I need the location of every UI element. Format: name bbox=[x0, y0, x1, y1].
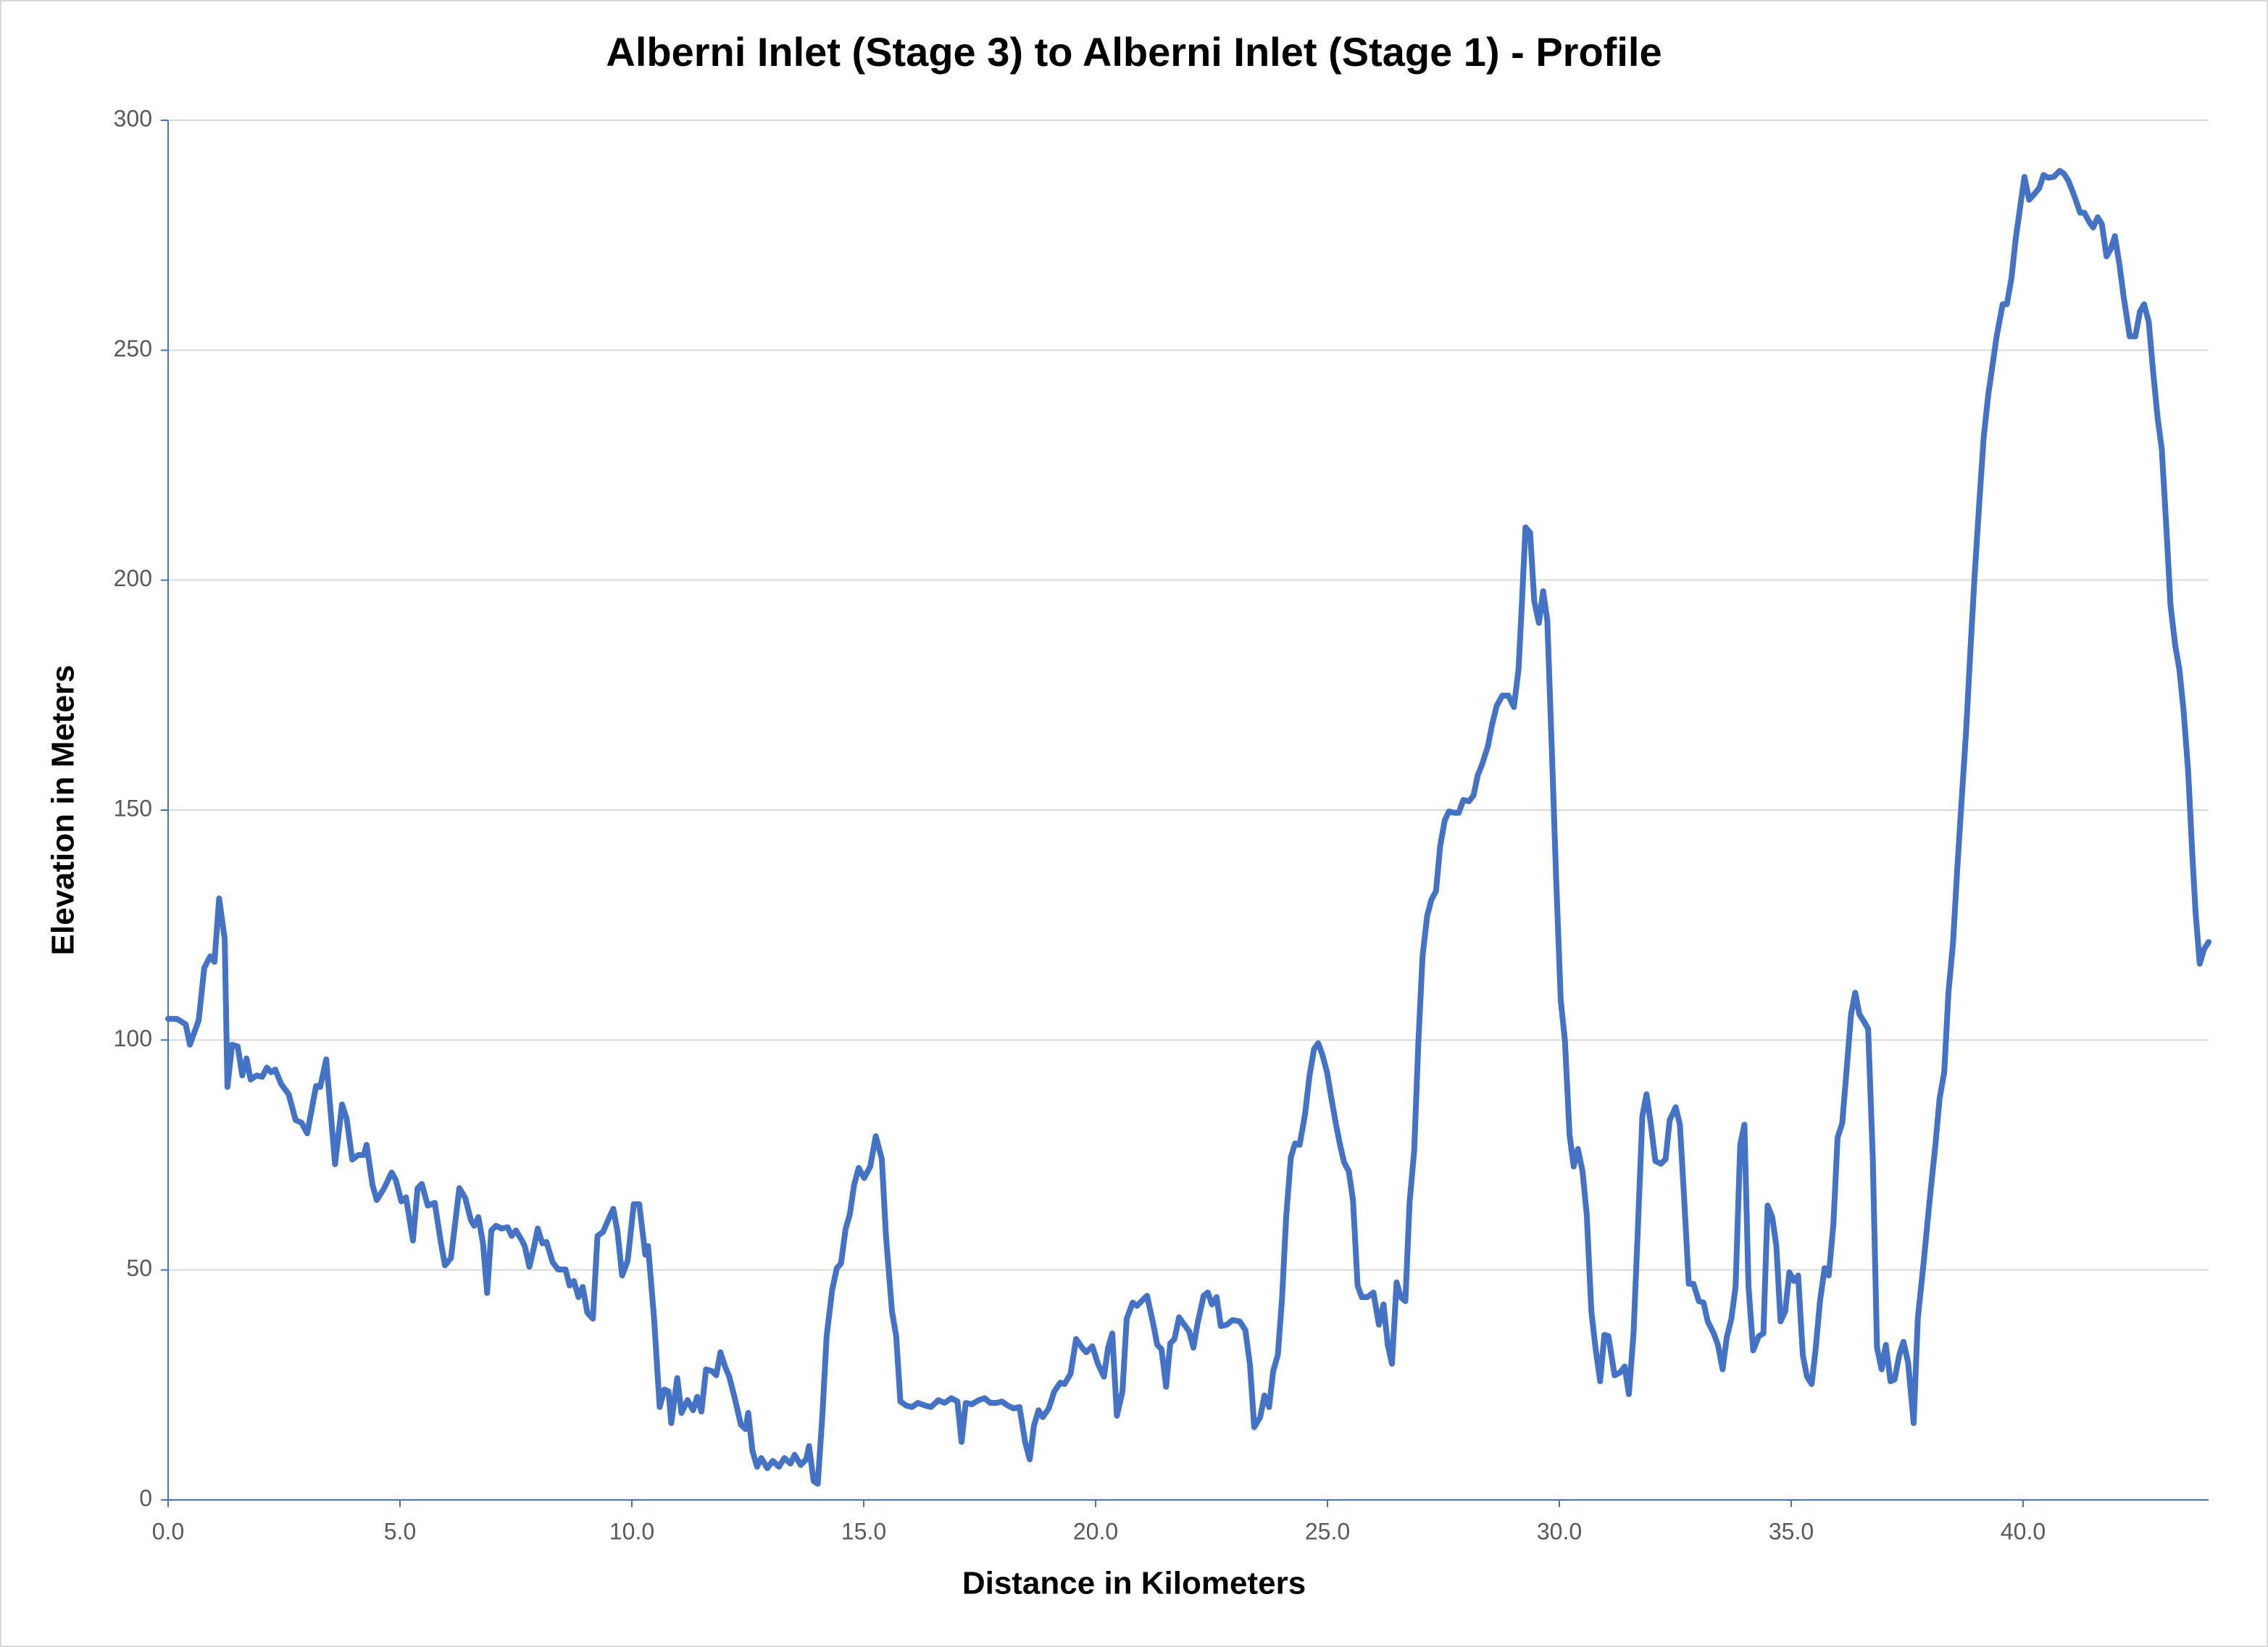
chart-title: Alberni Inlet (Stage 3) to Alberni Inlet… bbox=[606, 29, 1662, 75]
x-axis-title: Distance in Kilometers bbox=[962, 1566, 1306, 1601]
x-tick-label: 5.0 bbox=[384, 1518, 416, 1544]
y-axis-title: Elevation in Meters bbox=[46, 664, 81, 955]
elevation-line bbox=[165, 167, 2211, 1487]
x-tick-label: 40.0 bbox=[2001, 1518, 2046, 1544]
x-tick-label: 25.0 bbox=[1305, 1518, 1350, 1544]
x-tick-label: 30.0 bbox=[1537, 1518, 1582, 1544]
x-tick-label: 20.0 bbox=[1073, 1518, 1118, 1544]
x-tick-label: 35.0 bbox=[1769, 1518, 1814, 1544]
y-tick-label: 150 bbox=[114, 795, 152, 821]
y-tick-label: 100 bbox=[114, 1025, 152, 1051]
y-tick-label: 300 bbox=[114, 105, 152, 131]
y-tick-label: 200 bbox=[114, 565, 152, 591]
y-tick-label: 50 bbox=[126, 1255, 152, 1281]
y-tick-label: 0 bbox=[139, 1485, 152, 1511]
x-tick-label: 0.0 bbox=[152, 1518, 184, 1544]
x-tick-label: 10.0 bbox=[609, 1518, 654, 1544]
y-tick-label: 250 bbox=[114, 335, 152, 362]
x-tick-label: 15.0 bbox=[841, 1518, 886, 1544]
